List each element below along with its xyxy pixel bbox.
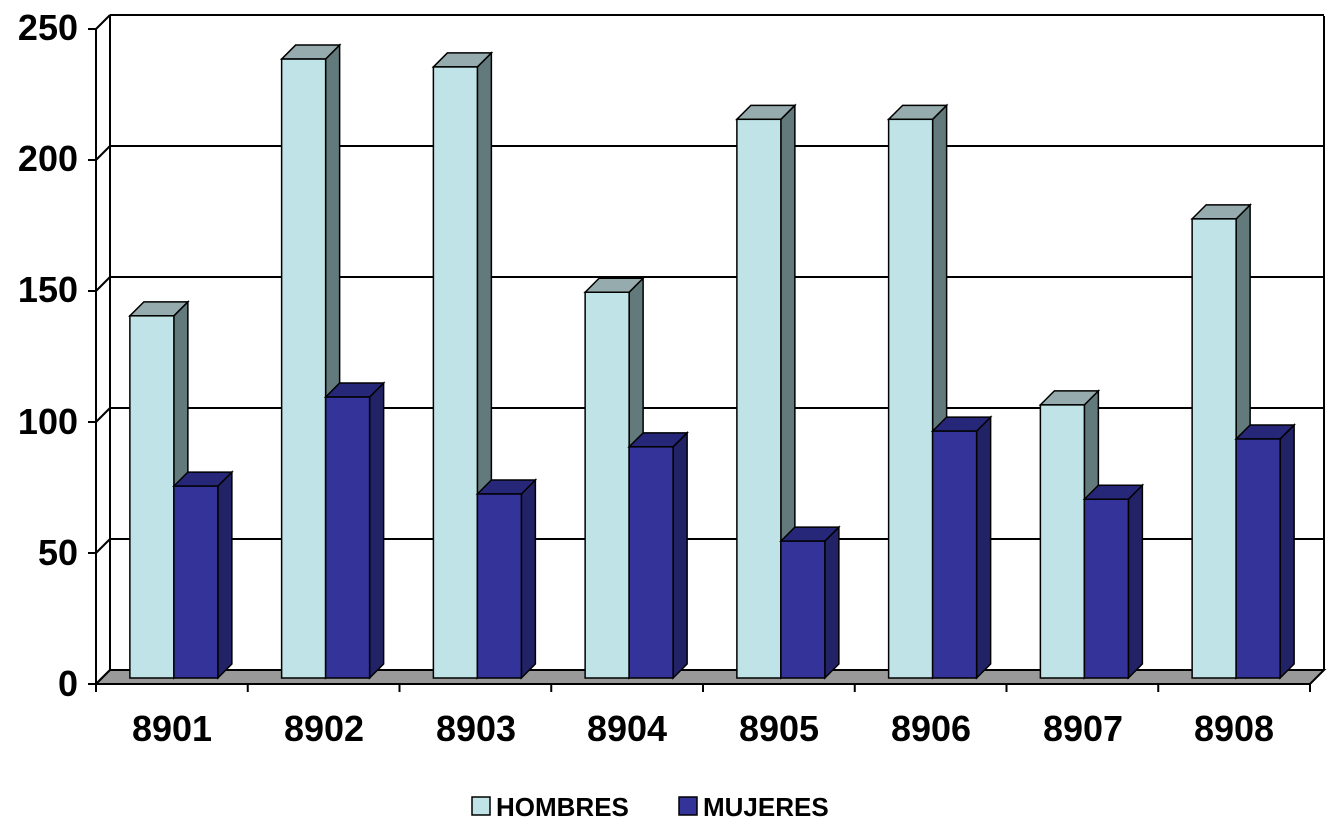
bar-mujeres (475, 478, 538, 680)
bar-hombres (1190, 203, 1252, 680)
bar-mujeres (172, 470, 234, 680)
legend-swatch-hombres (471, 796, 491, 816)
bar-front-face (780, 540, 826, 679)
bar-side-face (672, 431, 688, 680)
legend: HOMBRES MUJERES (471, 792, 829, 822)
bar-mujeres (930, 415, 993, 680)
bar-front-face (931, 430, 978, 679)
x-category-label: 8903 (436, 708, 516, 749)
axes (88, 16, 1325, 692)
bar-front-face (280, 58, 327, 679)
bar-mujeres (323, 381, 386, 680)
y-tick-label: 250 (18, 7, 78, 48)
bar-front-face (1083, 498, 1130, 679)
y-tick-label: 0 (58, 663, 78, 704)
bar-front-face (476, 493, 523, 679)
bar-side-face (520, 478, 537, 680)
y-tick-label: 100 (18, 401, 78, 442)
bar-mujeres (1234, 423, 1296, 680)
bar-side-face (1127, 483, 1144, 680)
bar-front-face (129, 315, 175, 679)
x-category-label: 8906 (891, 708, 971, 749)
bar-side-face (975, 415, 992, 680)
x-category-label: 8902 (284, 708, 364, 749)
bar-front-face (887, 118, 934, 679)
bar-side-face (1279, 423, 1295, 680)
bar-front-face (1191, 218, 1237, 679)
bar-mujeres (779, 525, 841, 680)
bar-side-face (824, 525, 840, 680)
x-axis-labels: 8901 8902 8903 8904 8905 8906 8907 8908 (132, 708, 1274, 749)
y-tick-label: 150 (18, 269, 78, 310)
x-category-label: 8908 (1194, 708, 1274, 749)
gridline-side (95, 538, 111, 554)
gridline-side (95, 407, 111, 423)
y-axis-ticks: 0 50 100 150 200 250 (18, 7, 78, 704)
x-category-label: 8905 (739, 708, 819, 749)
floor-plane (93, 669, 1327, 685)
bar-front-face (1235, 438, 1281, 679)
bar-front-face (173, 485, 219, 679)
bar-front-face (628, 446, 674, 679)
bar-side-face (217, 470, 233, 680)
bar-side-face (368, 381, 385, 680)
x-category-label: 8907 (1043, 708, 1123, 749)
bar-front-face (584, 291, 630, 679)
gridline-side (95, 14, 111, 30)
legend-swatch-mujeres (678, 796, 698, 816)
y-tick-label: 50 (38, 532, 78, 573)
gridline-side (95, 145, 111, 161)
gridline-side (95, 276, 111, 292)
bar-front-face (1039, 404, 1086, 679)
bars (128, 43, 1296, 680)
bar-mujeres (627, 431, 689, 680)
x-category-label: 8904 (587, 708, 667, 749)
x-category-label: 8901 (132, 708, 212, 749)
legend-label-mujeres: MUJERES (703, 792, 829, 822)
bar-front-face (736, 118, 782, 679)
y-tick-label: 200 (18, 138, 78, 179)
bar-front-face (432, 66, 479, 679)
bar-front-face (324, 396, 371, 679)
bar-mujeres (1082, 483, 1145, 680)
legend-label-hombres: HOMBRES (496, 792, 629, 822)
chart-floor (93, 669, 1327, 685)
